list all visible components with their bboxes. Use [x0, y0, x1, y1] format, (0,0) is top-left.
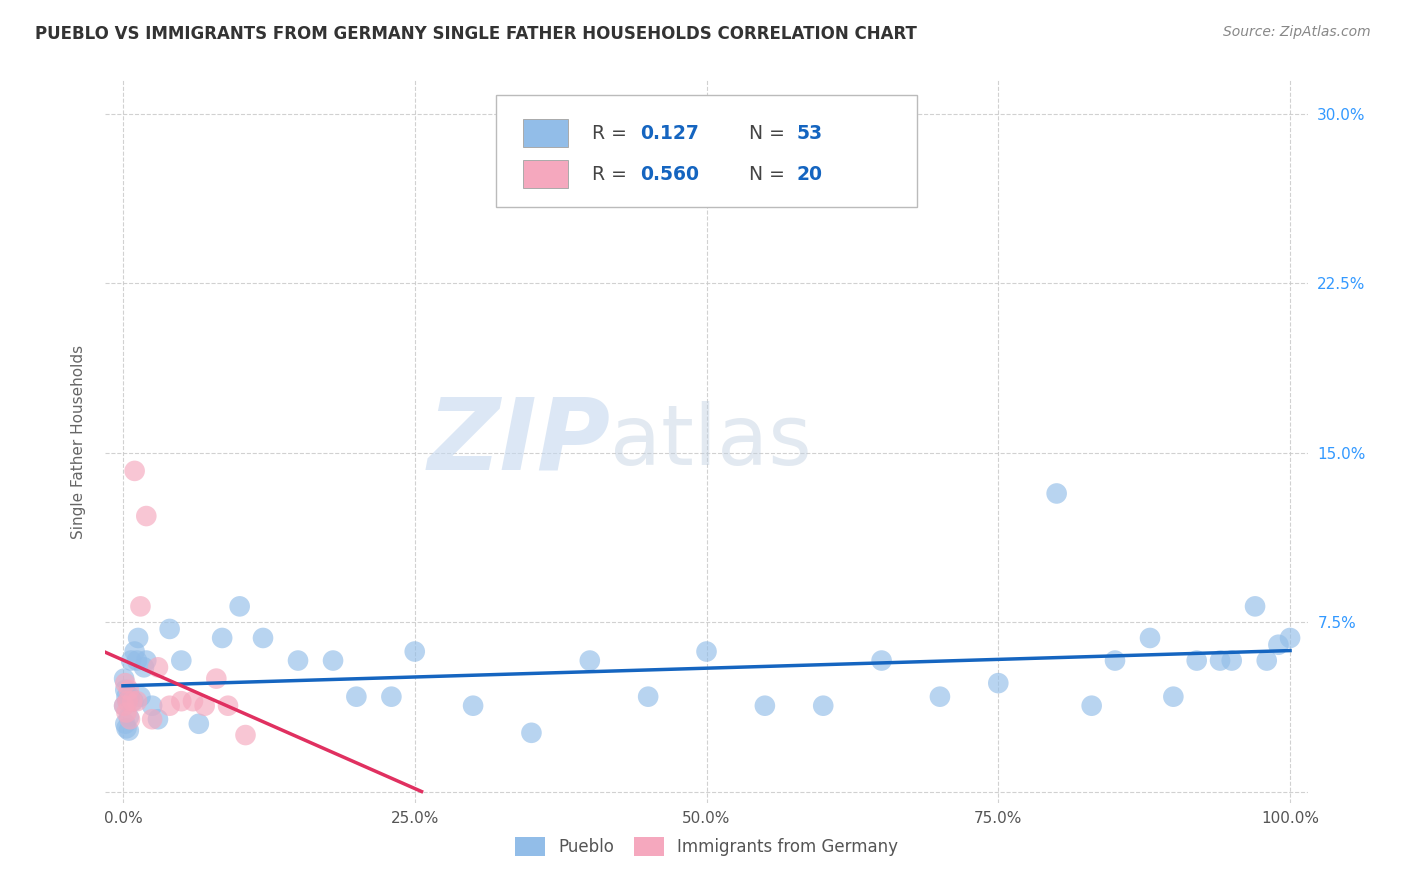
Point — [122, 694, 145, 708]
Point — [118, 723, 141, 738]
Point — [1244, 599, 1267, 614]
Point — [159, 698, 181, 713]
Point — [112, 698, 135, 713]
Point — [141, 698, 163, 713]
Text: 20: 20 — [797, 165, 823, 184]
Text: N =: N = — [748, 123, 790, 143]
Point — [120, 654, 142, 668]
Point — [117, 694, 139, 708]
Point — [520, 726, 543, 740]
Point — [754, 698, 776, 713]
Point — [380, 690, 402, 704]
Point — [125, 654, 148, 668]
Text: R =: R = — [592, 123, 633, 143]
Point — [287, 654, 309, 668]
Point — [252, 631, 274, 645]
Text: 53: 53 — [797, 123, 823, 143]
Text: N =: N = — [748, 165, 790, 184]
Point — [1279, 631, 1302, 645]
Point — [1256, 654, 1278, 668]
Point — [211, 631, 233, 645]
Point — [181, 694, 204, 708]
Point — [461, 698, 484, 713]
Point — [115, 690, 138, 704]
Point — [118, 690, 141, 704]
Point — [987, 676, 1010, 690]
Point — [1267, 638, 1289, 652]
Text: R =: R = — [592, 165, 633, 184]
Point — [146, 712, 169, 726]
Y-axis label: Single Father Households: Single Father Households — [72, 344, 86, 539]
Point — [114, 682, 136, 697]
Text: PUEBLO VS IMMIGRANTS FROM GERMANY SINGLE FATHER HOUSEHOLDS CORRELATION CHART: PUEBLO VS IMMIGRANTS FROM GERMANY SINGLE… — [35, 25, 917, 43]
Point — [637, 690, 659, 704]
Point — [146, 660, 169, 674]
Point — [115, 721, 138, 735]
Text: 0.560: 0.560 — [640, 165, 699, 184]
Point — [404, 644, 426, 658]
Text: atlas: atlas — [610, 401, 813, 482]
Point — [127, 631, 149, 645]
Point — [578, 654, 600, 668]
Point — [114, 716, 136, 731]
Point — [1163, 690, 1185, 704]
Point — [121, 694, 143, 708]
Point — [135, 654, 157, 668]
Point — [1046, 486, 1069, 500]
Point — [141, 712, 163, 726]
FancyBboxPatch shape — [496, 95, 917, 207]
Point — [112, 672, 135, 686]
Point — [1104, 654, 1126, 668]
Point — [170, 694, 193, 708]
FancyBboxPatch shape — [523, 120, 568, 147]
Point — [1185, 654, 1208, 668]
Point — [813, 698, 835, 713]
Point — [217, 698, 239, 713]
Point — [118, 710, 141, 724]
Point — [118, 682, 141, 697]
Legend: Pueblo, Immigrants from Germany: Pueblo, Immigrants from Germany — [508, 830, 905, 863]
Point — [170, 654, 193, 668]
Text: ZIP: ZIP — [427, 393, 610, 490]
Point — [129, 690, 152, 704]
Point — [112, 698, 135, 713]
Point — [129, 599, 152, 614]
FancyBboxPatch shape — [523, 161, 568, 188]
Point — [135, 509, 157, 524]
Point — [1209, 654, 1232, 668]
Text: Source: ZipAtlas.com: Source: ZipAtlas.com — [1223, 25, 1371, 39]
Point — [1220, 654, 1243, 668]
Point — [194, 698, 217, 713]
Point — [132, 660, 155, 674]
Point — [118, 712, 141, 726]
Point — [1080, 698, 1102, 713]
Point — [235, 728, 257, 742]
Point — [228, 599, 250, 614]
Point — [125, 694, 148, 708]
Point — [124, 644, 146, 658]
Text: 0.127: 0.127 — [640, 123, 699, 143]
Point — [344, 690, 367, 704]
Point — [124, 464, 146, 478]
Point — [115, 706, 138, 720]
Point — [159, 622, 181, 636]
Point — [1139, 631, 1161, 645]
Point — [322, 654, 344, 668]
Point — [205, 672, 228, 686]
Point — [114, 676, 136, 690]
Point — [929, 690, 952, 704]
Point — [696, 644, 718, 658]
Point — [117, 694, 139, 708]
Point — [187, 716, 209, 731]
Point — [870, 654, 893, 668]
